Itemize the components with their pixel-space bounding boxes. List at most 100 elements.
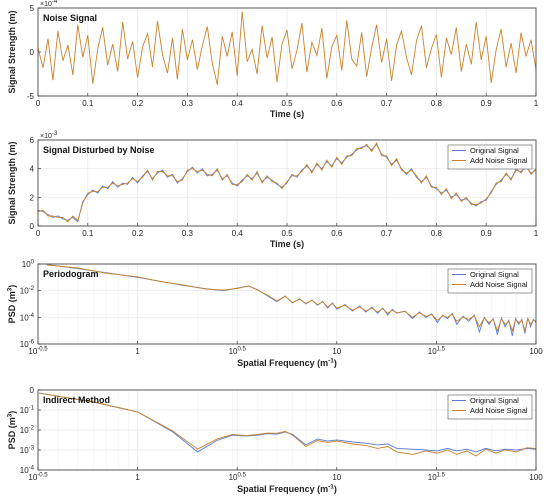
legend-entry: Add Noise Signal bbox=[470, 156, 528, 165]
y-tick-label-power: -6 bbox=[29, 340, 35, 346]
x-tick-label: 0.3 bbox=[182, 229, 194, 238]
axis-exponent-power: -4 bbox=[52, 0, 58, 5]
series-line-noisy bbox=[46, 264, 536, 333]
y-tick-label-base: 10 bbox=[20, 466, 29, 475]
x-tick-label-power: -0.5 bbox=[37, 347, 48, 353]
y-axis-label-text: PSD (m bbox=[7, 291, 17, 323]
series-line-noisy bbox=[38, 392, 536, 457]
axis-exponent-base: ×10 bbox=[40, 133, 52, 140]
y-tick-label-power: 0 bbox=[31, 260, 35, 266]
x-tick-label: 10 bbox=[332, 347, 341, 356]
x-tick-label: 0.9 bbox=[481, 229, 493, 238]
x-tick-label: 0.6 bbox=[331, 99, 343, 108]
x-tick-label: 100 bbox=[529, 473, 543, 482]
panel-title: Indirect Method bbox=[43, 395, 110, 405]
x-tick-label: 0.5 bbox=[281, 99, 293, 108]
x-tick-label: 0.4 bbox=[232, 229, 244, 238]
y-tick-label: 0 bbox=[30, 48, 35, 57]
panel-title: Signal Disturbed by Noise bbox=[43, 145, 155, 155]
y-axis-label-sup: 3 bbox=[7, 287, 14, 291]
y-tick-label-power: -4 bbox=[29, 313, 35, 319]
x-tick-label: 1 bbox=[135, 473, 140, 482]
y-axis-label: Signal Strength (m) bbox=[7, 10, 17, 93]
x-tick-label: 0.2 bbox=[132, 229, 144, 238]
series-line-noisy bbox=[38, 141, 536, 223]
legend-box bbox=[447, 144, 533, 170]
series-line-noisy bbox=[38, 11, 536, 85]
y-tick-label: 10-6 bbox=[20, 340, 35, 350]
y-axis-label: PSD (m3) bbox=[7, 285, 18, 324]
y-tick-label: 0 bbox=[30, 222, 35, 231]
x-tick-label-base: 10 bbox=[428, 473, 437, 482]
x-axis-label-sup: -1 bbox=[328, 358, 334, 365]
y-tick-label: 6 bbox=[30, 136, 35, 145]
axis-exponent-base: ×10 bbox=[40, 1, 52, 8]
y-tick-label-base: 10 bbox=[22, 260, 31, 269]
y-tick-label-base: 10 bbox=[20, 426, 29, 435]
axis-exponent: ×10-4 bbox=[40, 0, 58, 8]
y-tick-label-power: -2 bbox=[29, 426, 35, 432]
y-tick-label: 5 bbox=[30, 4, 35, 13]
x-tick-label-base: 100 bbox=[529, 347, 543, 356]
legend-entry: Original Signal bbox=[470, 396, 519, 405]
axes-frame bbox=[37, 7, 537, 97]
x-tick-label: 10-0.5 bbox=[28, 347, 48, 357]
x-tick-label-base: 1 bbox=[135, 347, 140, 356]
x-tick-label: 0.3 bbox=[182, 99, 194, 108]
x-axis-label-end: ) bbox=[334, 358, 337, 368]
legend-entry: Original Signal bbox=[470, 270, 519, 279]
chart-panel-1 bbox=[37, 7, 537, 97]
legend-entry: Original Signal bbox=[470, 146, 519, 155]
x-tick-label: 0.8 bbox=[431, 99, 443, 108]
legend-entry: Add Noise Signal bbox=[470, 406, 528, 415]
x-tick-label: 1 bbox=[534, 229, 539, 238]
y-tick-label-base: 10 bbox=[20, 406, 29, 415]
y-tick-label-base: 10 bbox=[20, 340, 29, 349]
x-tick-label: 101.5 bbox=[428, 347, 446, 357]
x-tick-label-base: 10 bbox=[428, 347, 437, 356]
x-tick-label-base: 1 bbox=[135, 473, 140, 482]
legend-box bbox=[447, 394, 533, 420]
y-tick-label: 10-2 bbox=[20, 426, 35, 436]
x-tick-label: 0.8 bbox=[431, 229, 443, 238]
x-tick-label-base: 10 bbox=[28, 473, 37, 482]
axes-frame bbox=[37, 389, 537, 471]
x-tick-label: 0.1 bbox=[82, 229, 94, 238]
x-axis-label: Time (s) bbox=[270, 239, 304, 249]
x-tick-label: 1 bbox=[135, 347, 140, 356]
y-tick-label: 10-2 bbox=[20, 286, 35, 296]
y-tick-label: 0 bbox=[30, 386, 35, 395]
x-tick-label: 0.7 bbox=[381, 99, 393, 108]
y-axis-label: PSD (m3) bbox=[7, 411, 18, 450]
x-axis-label-text: Spatial Frequency (m bbox=[237, 358, 328, 368]
x-axis-label: Spatial Frequency (m-1) bbox=[237, 358, 337, 369]
x-tick-label-power: 0.5 bbox=[237, 473, 246, 479]
y-tick-label: 10-4 bbox=[20, 466, 35, 476]
panel-title: Periodogram bbox=[43, 269, 99, 279]
x-axis-label: Time (s) bbox=[270, 109, 304, 119]
x-tick-label: 0.1 bbox=[82, 99, 94, 108]
x-tick-label: 0.9 bbox=[481, 99, 493, 108]
y-tick-label: 10-4 bbox=[20, 313, 35, 323]
x-axis-label-sup: -1 bbox=[328, 484, 334, 491]
x-tick-label: 101.5 bbox=[428, 473, 446, 483]
panel-title: Noise Signal bbox=[43, 13, 97, 23]
x-tick-label-power: 1.5 bbox=[437, 473, 446, 479]
series-line-original bbox=[38, 392, 536, 453]
x-tick-label: 0.7 bbox=[381, 229, 393, 238]
x-tick-label-base: 10 bbox=[229, 347, 238, 356]
y-tick-label: 2 bbox=[30, 193, 35, 202]
y-tick-label-base: 10 bbox=[20, 313, 29, 322]
axes-frame bbox=[37, 139, 537, 227]
y-tick-label: 100 bbox=[22, 260, 35, 270]
x-tick-label-power: 0.5 bbox=[237, 347, 246, 353]
x-tick-label: 0 bbox=[36, 229, 41, 238]
y-tick-label: 4 bbox=[30, 165, 35, 174]
x-tick-label: 0 bbox=[36, 99, 41, 108]
legend-entry: Add Noise Signal bbox=[470, 280, 528, 289]
y-tick-label: 10-3 bbox=[20, 446, 35, 456]
x-tick-label-base: 100 bbox=[529, 473, 543, 482]
